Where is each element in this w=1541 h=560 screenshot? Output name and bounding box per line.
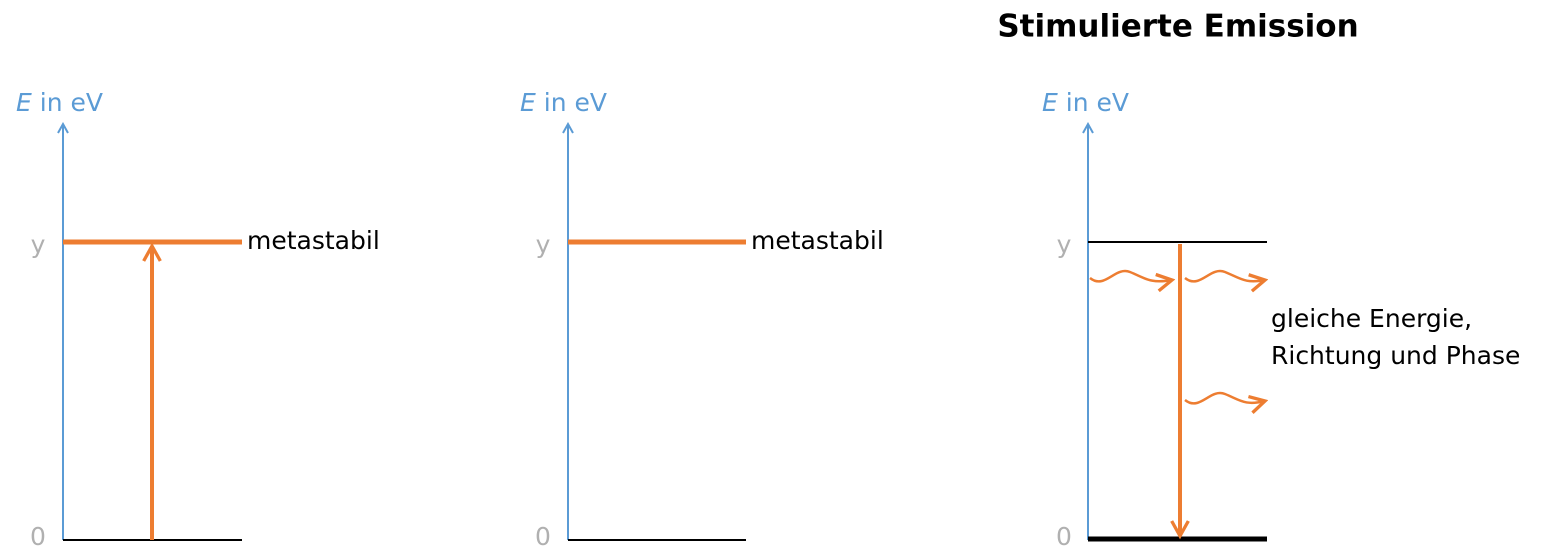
incoming-photon xyxy=(1089,269,1172,281)
level-tick: 0 xyxy=(1056,522,1072,551)
level-tick: 0 xyxy=(535,522,551,551)
annotation: gleiche Energie, xyxy=(1271,304,1472,333)
axis-symbol: E xyxy=(1042,88,1058,117)
level-tick: y xyxy=(31,230,46,259)
level-tick: y xyxy=(536,230,551,259)
emitted-photon xyxy=(1184,391,1265,403)
level-label: metastabil xyxy=(751,226,884,255)
level-tick: y xyxy=(1057,230,1072,259)
axis-unit: in eV xyxy=(1066,88,1129,117)
level-label: metastabil xyxy=(247,226,380,255)
axis-symbol: E xyxy=(16,88,32,117)
level-tick: 0 xyxy=(30,522,46,551)
annotation: Richtung und Phase xyxy=(1271,341,1520,370)
title: Stimulierte Emission xyxy=(997,9,1358,45)
axis-unit: in eV xyxy=(40,88,103,117)
outgoing-photon xyxy=(1184,269,1265,281)
axis-symbol: E xyxy=(520,88,536,117)
axis-unit: in eV xyxy=(544,88,607,117)
